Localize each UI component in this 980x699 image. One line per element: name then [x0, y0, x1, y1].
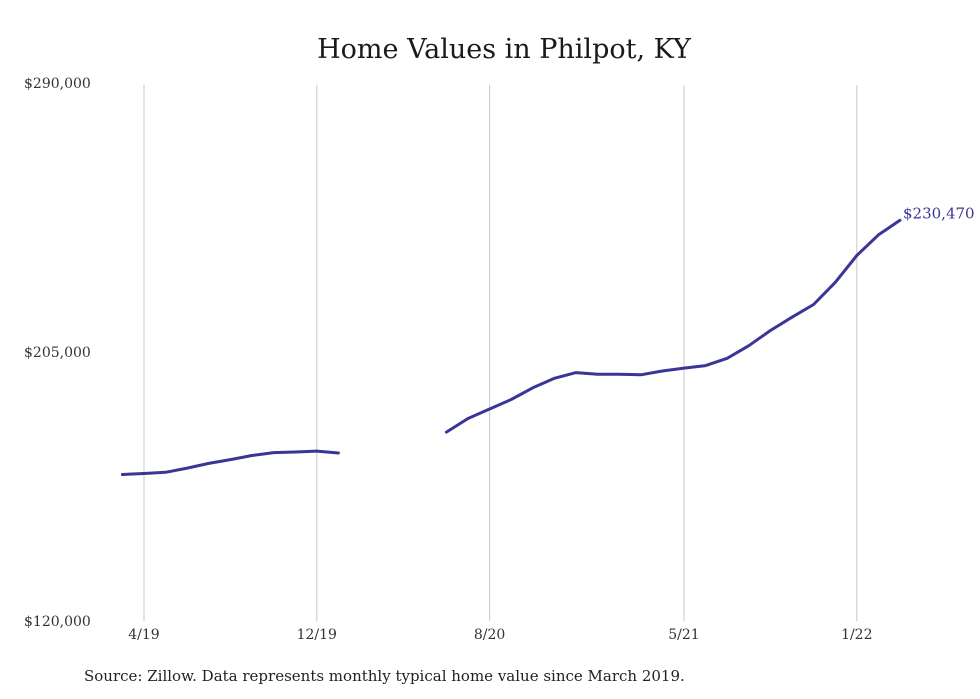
- x-tick-label: 1/22: [841, 627, 872, 643]
- y-tick-label: $120,000: [24, 614, 91, 630]
- x-axis: 4/19 12/19 8/20 5/21 1/22: [128, 627, 872, 643]
- series-line-segment-1: [120, 449, 340, 476]
- x-tick-label: 4/19: [128, 627, 159, 643]
- y-tick-label: $290,000: [24, 76, 91, 92]
- series-line-segment-2: [444, 218, 902, 434]
- x-tick-label: 5/21: [668, 627, 699, 643]
- y-tick-label: $205,000: [24, 345, 91, 361]
- last-value-label: $230,470: [903, 204, 975, 222]
- source-note: Source: Zillow. Data represents monthly …: [84, 667, 685, 685]
- x-tick-label: 12/19: [297, 627, 337, 643]
- series-layer: [120, 218, 902, 476]
- chart-title: Home Values in Philpot, KY: [317, 34, 692, 65]
- grid: [143, 85, 858, 621]
- y-axis: $290,000 $205,000 $120,000: [24, 76, 91, 630]
- x-tick-label: 8/20: [474, 627, 505, 643]
